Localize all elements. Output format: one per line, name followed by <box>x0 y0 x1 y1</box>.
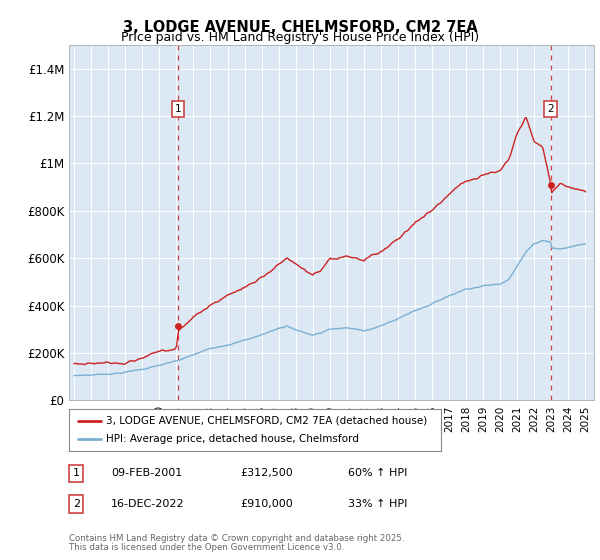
Text: 16-DEC-2022: 16-DEC-2022 <box>111 499 185 509</box>
Text: This data is licensed under the Open Government Licence v3.0.: This data is licensed under the Open Gov… <box>69 543 344 552</box>
Text: Contains HM Land Registry data © Crown copyright and database right 2025.: Contains HM Land Registry data © Crown c… <box>69 534 404 543</box>
Text: Price paid vs. HM Land Registry's House Price Index (HPI): Price paid vs. HM Land Registry's House … <box>121 31 479 44</box>
Text: 1: 1 <box>175 104 182 114</box>
Text: 3, LODGE AVENUE, CHELMSFORD, CM2 7EA: 3, LODGE AVENUE, CHELMSFORD, CM2 7EA <box>122 20 478 35</box>
Text: 2: 2 <box>547 104 554 114</box>
Text: 2: 2 <box>73 499 80 509</box>
Text: 60% ↑ HPI: 60% ↑ HPI <box>348 468 407 478</box>
Text: £312,500: £312,500 <box>240 468 293 478</box>
Text: HPI: Average price, detached house, Chelmsford: HPI: Average price, detached house, Chel… <box>106 435 359 445</box>
Text: 33% ↑ HPI: 33% ↑ HPI <box>348 499 407 509</box>
Text: 09-FEB-2001: 09-FEB-2001 <box>111 468 182 478</box>
Text: 1: 1 <box>73 468 80 478</box>
Text: £910,000: £910,000 <box>240 499 293 509</box>
Text: 3, LODGE AVENUE, CHELMSFORD, CM2 7EA (detached house): 3, LODGE AVENUE, CHELMSFORD, CM2 7EA (de… <box>106 416 427 426</box>
